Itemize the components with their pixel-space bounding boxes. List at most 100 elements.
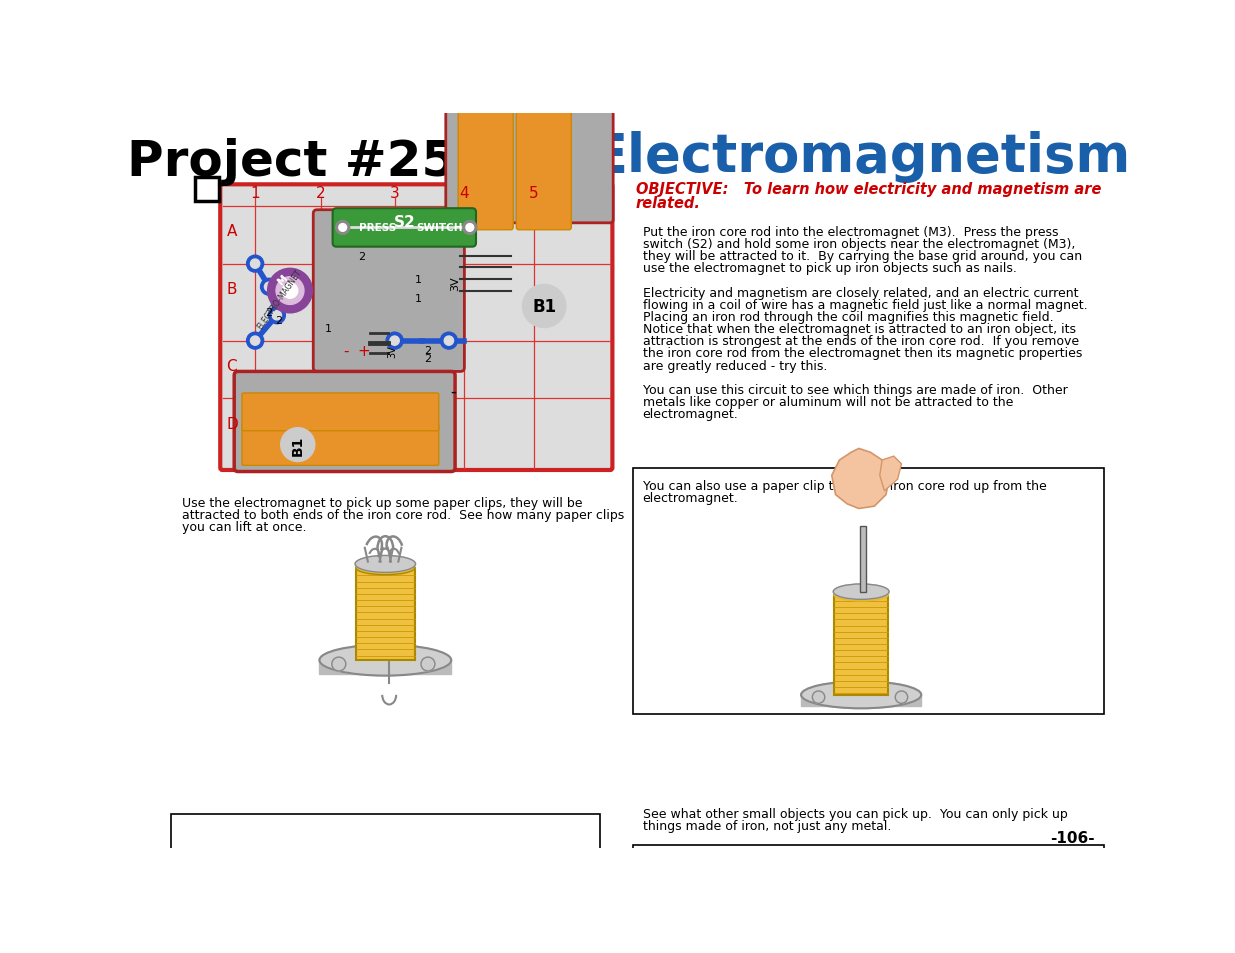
FancyBboxPatch shape: [242, 424, 438, 466]
Ellipse shape: [834, 589, 888, 601]
Text: 2: 2: [425, 354, 431, 364]
Text: things made of iron, not just any metal.: things made of iron, not just any metal.: [642, 820, 890, 832]
Circle shape: [247, 333, 263, 350]
Text: 3: 3: [390, 186, 399, 201]
Circle shape: [332, 658, 346, 671]
Text: electromagnet.: electromagnet.: [642, 408, 739, 421]
Circle shape: [338, 224, 347, 232]
Circle shape: [247, 256, 263, 273]
Ellipse shape: [834, 584, 889, 599]
Ellipse shape: [802, 681, 921, 709]
Circle shape: [268, 308, 285, 324]
Text: -: -: [343, 344, 348, 358]
Text: 2: 2: [358, 252, 364, 262]
Text: -106-: -106-: [1050, 830, 1094, 845]
Text: You can use this circuit to see which things are made of iron.  Other: You can use this circuit to see which th…: [642, 383, 1067, 396]
Text: +: +: [357, 344, 370, 358]
Text: PRESS: PRESS: [359, 222, 396, 233]
Polygon shape: [831, 449, 890, 509]
Bar: [860, 527, 866, 592]
Text: -: -: [450, 382, 456, 400]
Text: electromagnet.: electromagnet.: [642, 492, 739, 505]
Text: Project #251: Project #251: [127, 138, 492, 186]
Text: Use the electromagnet to pick up some paper clips, they will be: Use the electromagnet to pick up some pa…: [182, 497, 582, 509]
Text: A: A: [226, 224, 237, 239]
Ellipse shape: [320, 645, 451, 676]
FancyBboxPatch shape: [446, 13, 613, 224]
Circle shape: [522, 285, 566, 328]
FancyBboxPatch shape: [235, 372, 454, 472]
Text: Put the iron core rod into the electromagnet (M3).  Press the press: Put the iron core rod into the electroma…: [642, 226, 1058, 238]
Circle shape: [251, 260, 259, 269]
Polygon shape: [879, 456, 902, 491]
FancyBboxPatch shape: [332, 209, 475, 248]
Text: B: B: [226, 281, 237, 296]
Text: metals like copper or aluminum will not be attracted to the: metals like copper or aluminum will not …: [642, 395, 1013, 409]
Circle shape: [261, 279, 278, 295]
Text: use the electromagnet to pick up iron objects such as nails.: use the electromagnet to pick up iron ob…: [642, 262, 1016, 275]
Text: 1: 1: [325, 323, 332, 334]
Text: 2: 2: [266, 308, 273, 317]
Text: Placing an iron rod through the coil magnifies this magnetic field.: Placing an iron rod through the coil mag…: [642, 311, 1053, 324]
Text: ELECTRO-MAGNET: ELECTRO-MAGNET: [256, 268, 304, 331]
FancyBboxPatch shape: [516, 45, 572, 231]
Text: flowing in a coil of wire has a magnetic field just like a normal magnet.: flowing in a coil of wire has a magnetic…: [642, 298, 1087, 312]
Text: B1: B1: [532, 297, 556, 315]
Circle shape: [387, 333, 403, 350]
Text: 4: 4: [459, 186, 469, 201]
FancyBboxPatch shape: [220, 185, 613, 471]
Circle shape: [251, 336, 259, 346]
Bar: [632, 845, 1104, 953]
FancyBboxPatch shape: [314, 211, 464, 372]
Text: 1: 1: [251, 186, 259, 201]
Bar: [356, 568, 415, 660]
Circle shape: [336, 221, 350, 235]
Text: 3V: 3V: [388, 345, 398, 357]
Polygon shape: [802, 695, 921, 706]
Text: D: D: [226, 416, 238, 431]
Ellipse shape: [356, 556, 415, 573]
Text: 1: 1: [415, 274, 421, 285]
Circle shape: [466, 224, 474, 232]
Polygon shape: [320, 660, 451, 675]
Text: S2: S2: [394, 214, 415, 230]
Circle shape: [463, 221, 477, 235]
Text: Electromagnetism: Electromagnetism: [592, 131, 1131, 183]
Text: related.: related.: [636, 195, 700, 211]
Text: OBJECTIVE:   To learn how electricity and magnetism are: OBJECTIVE: To learn how electricity and …: [636, 181, 1102, 196]
Text: they will be attracted to it.  By carrying the base grid around, you can: they will be attracted to it. By carryin…: [642, 250, 1082, 263]
Bar: [834, 595, 888, 695]
FancyBboxPatch shape: [242, 394, 438, 432]
Bar: [172, 814, 600, 953]
Text: You can also use a paper clip to lift the iron core rod up from the: You can also use a paper clip to lift th…: [642, 479, 1046, 493]
Text: attraction is strongest at the ends of the iron core rod.  If you remove: attraction is strongest at the ends of t…: [642, 335, 1078, 348]
Text: C: C: [226, 358, 237, 374]
Text: B1: B1: [290, 435, 305, 456]
Text: Notice that when the electromagnet is attracted to an iron object, its: Notice that when the electromagnet is at…: [642, 323, 1076, 335]
Circle shape: [268, 270, 311, 313]
Text: 5: 5: [530, 186, 538, 201]
Text: the iron core rod from the electromagnet then its magnetic properties: the iron core rod from the electromagnet…: [642, 347, 1082, 360]
Circle shape: [441, 333, 457, 350]
Bar: [632, 468, 1104, 715]
Text: you can lift at once.: you can lift at once.: [182, 521, 306, 534]
Circle shape: [283, 284, 298, 299]
Text: Electricity and magnetism are closely related, and an electric current: Electricity and magnetism are closely re…: [642, 286, 1078, 299]
Text: attracted to both ends of the iron core rod.  See how many paper clips: attracted to both ends of the iron core …: [182, 509, 624, 521]
Text: M: M: [275, 273, 289, 287]
Circle shape: [272, 312, 282, 320]
Circle shape: [277, 277, 304, 305]
Circle shape: [390, 336, 399, 346]
Circle shape: [895, 691, 908, 703]
Text: 2: 2: [316, 186, 326, 201]
Circle shape: [264, 283, 274, 292]
Text: 3V: 3V: [450, 276, 461, 291]
Text: See what other small objects you can pick up.  You can only pick up: See what other small objects you can pic…: [642, 807, 1067, 820]
Text: +: +: [446, 215, 459, 233]
Circle shape: [280, 428, 315, 462]
Text: switch (S2) and hold some iron objects near the electromagnet (M3),: switch (S2) and hold some iron objects n…: [642, 237, 1074, 251]
Text: 2: 2: [275, 315, 282, 326]
FancyBboxPatch shape: [458, 45, 514, 231]
Bar: [195, 177, 220, 202]
Circle shape: [445, 336, 453, 346]
